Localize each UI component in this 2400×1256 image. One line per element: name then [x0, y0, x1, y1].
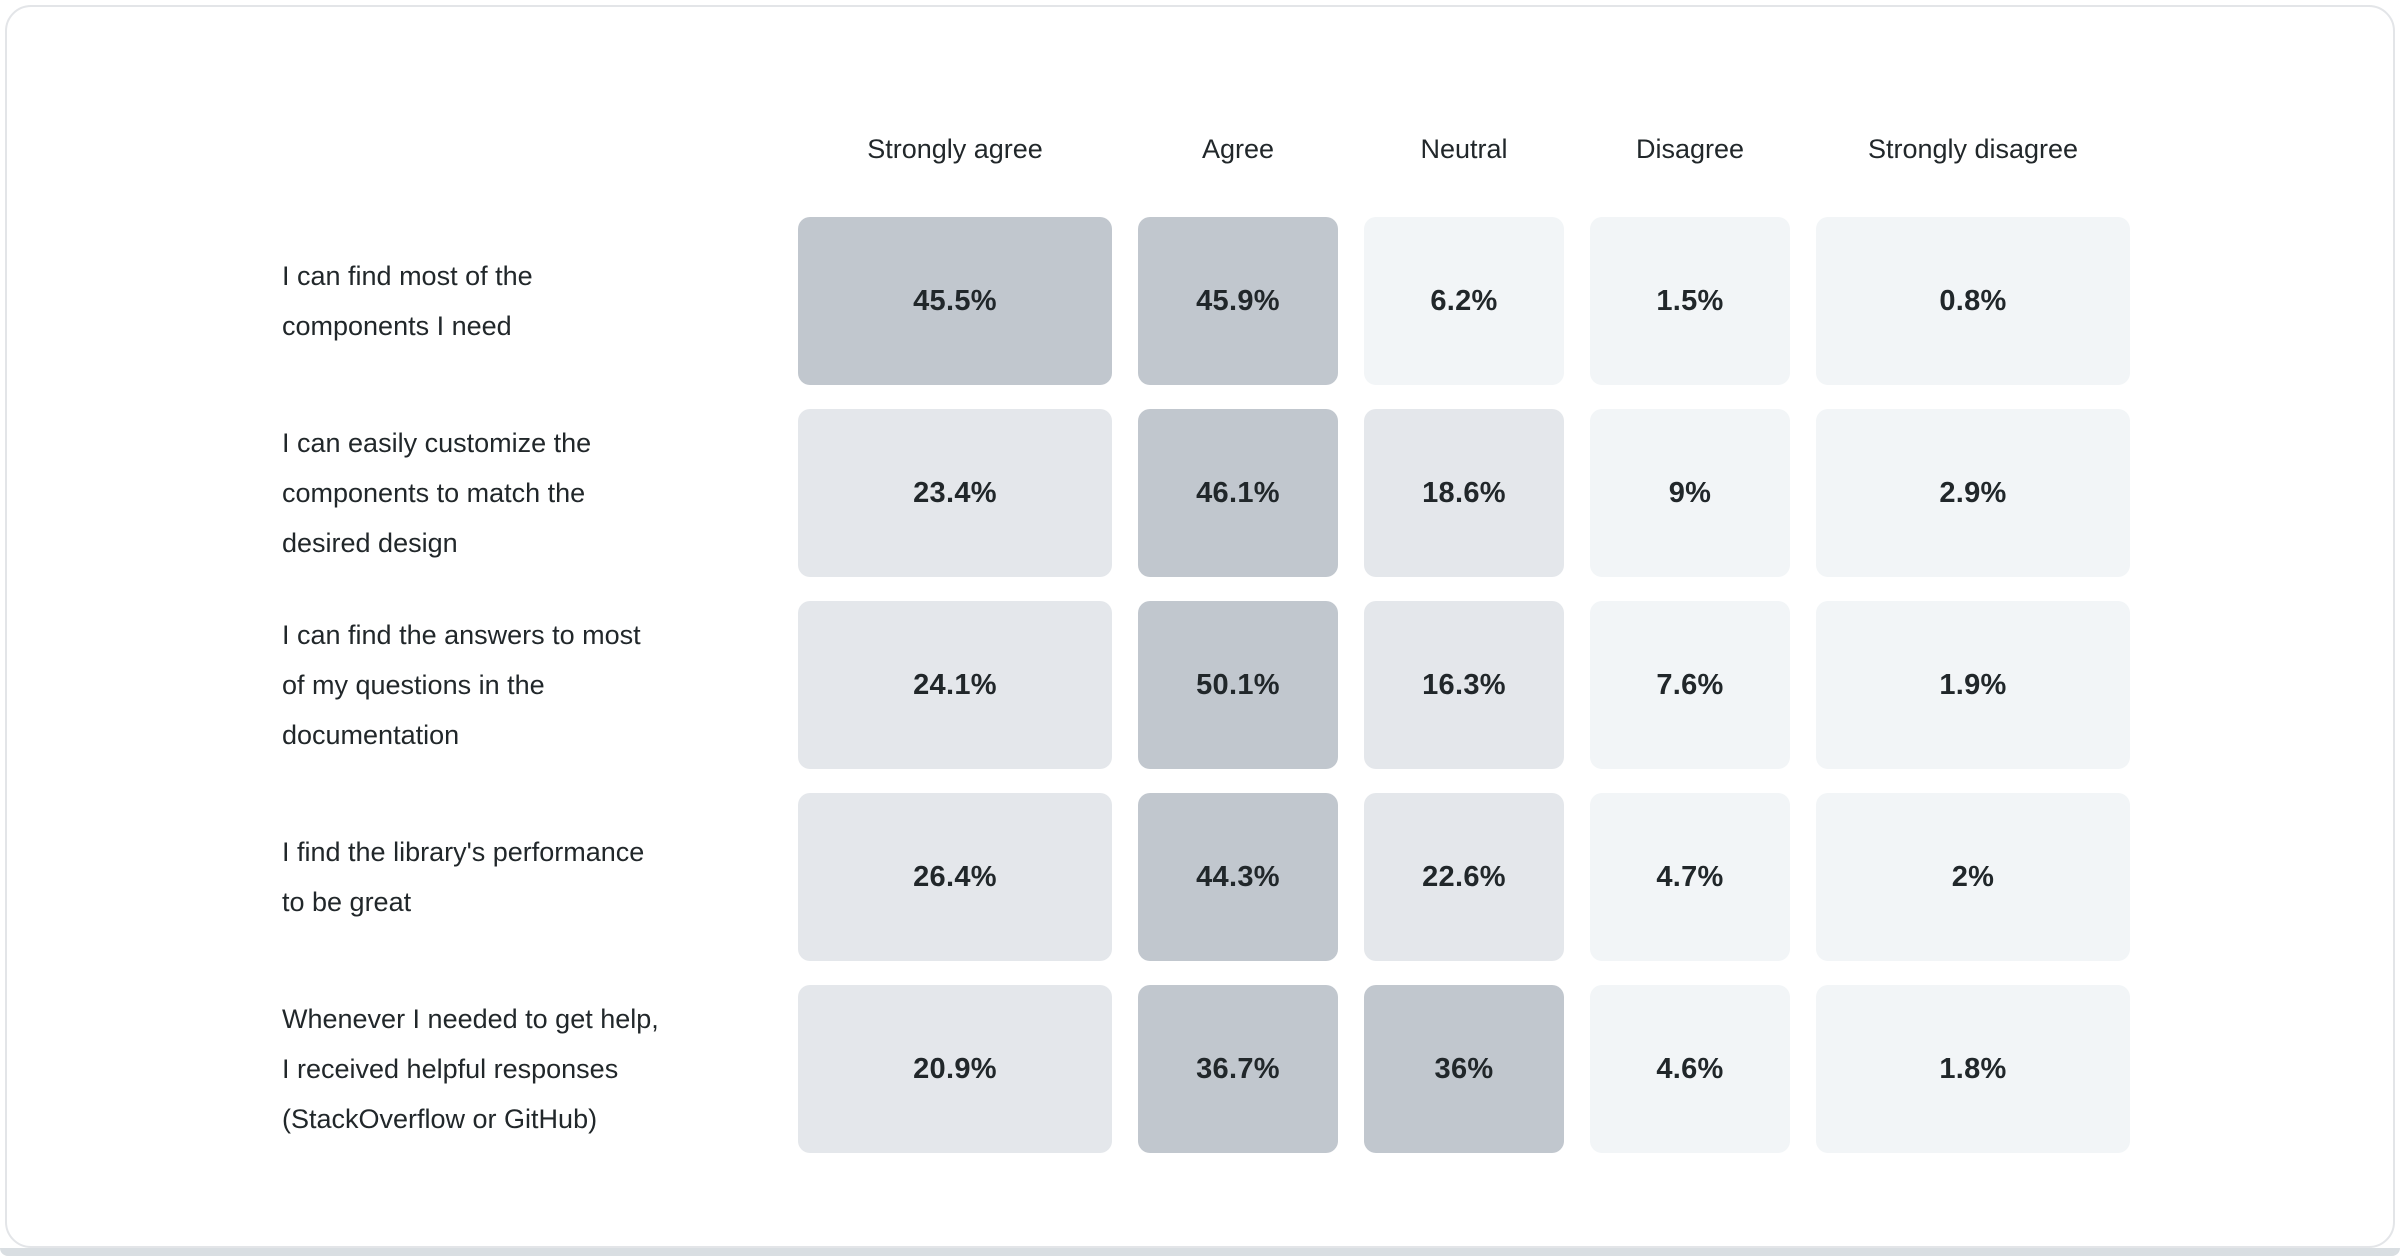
card-bottom-edge — [0, 1248, 2400, 1256]
cell-value: 45.5% — [913, 284, 997, 317]
heatmap-cell: 7.6% — [1590, 601, 1790, 769]
cell-value: 22.6% — [1422, 860, 1506, 893]
survey-heatmap-card: Strongly agree Agree Neutral Disagree St… — [5, 5, 2395, 1248]
cell-value: 1.5% — [1656, 284, 1724, 317]
heatmap-cell: 20.9% — [798, 985, 1112, 1153]
row-label-line: components I need — [282, 311, 512, 341]
cell-value: 16.3% — [1422, 668, 1506, 701]
cell-value: 2% — [1951, 860, 1995, 893]
heatmap-cell: 22.6% — [1364, 793, 1564, 961]
heatmap-cell: 0.8% — [1816, 217, 2130, 385]
heatmap-cell: 6.2% — [1364, 217, 1564, 385]
cell-value: 36% — [1434, 1052, 1494, 1085]
row-label-line: to be great — [282, 887, 412, 917]
cell-value: 4.6% — [1656, 1052, 1724, 1085]
heatmap-cell: 4.6% — [1590, 985, 1790, 1153]
heatmap-cell: 36% — [1364, 985, 1564, 1153]
heatmap-cell: 45.9% — [1138, 217, 1338, 385]
heatmap-cell: 45.5% — [798, 217, 1112, 385]
row-label-spacer — [282, 125, 772, 173]
row-label-line: of my questions in the — [282, 670, 545, 700]
cell-value: 24.1% — [913, 668, 997, 701]
row-label: I can find the answers to most of my ques… — [282, 601, 772, 769]
row-label-line: I can find the answers to most — [282, 620, 641, 650]
heatmap-cell: 24.1% — [798, 601, 1112, 769]
cell-value: 45.9% — [1196, 284, 1280, 317]
heatmap-cell: 23.4% — [798, 409, 1112, 577]
cell-value: 46.1% — [1196, 476, 1280, 509]
row-label-line: I find the library's performance — [282, 837, 645, 867]
row-label-line: Whenever I needed to get help, — [282, 1004, 659, 1034]
column-header-strongly-agree: Strongly agree — [867, 134, 1043, 164]
cell-value: 18.6% — [1422, 476, 1506, 509]
row-label-line: components to match the — [282, 478, 586, 508]
row-label: I can easily customize the components to … — [282, 409, 772, 577]
heatmap-cell: 46.1% — [1138, 409, 1338, 577]
cell-value: 2.9% — [1939, 476, 2007, 509]
heatmap-cell: 4.7% — [1590, 793, 1790, 961]
heatmap-cell: 2% — [1816, 793, 2130, 961]
heatmap-cell: 26.4% — [798, 793, 1112, 961]
cell-value: 44.3% — [1196, 860, 1280, 893]
heatmap-cell: 36.7% — [1138, 985, 1338, 1153]
row-label-line: I can find most of the — [282, 261, 533, 291]
cell-value: 4.7% — [1656, 860, 1724, 893]
heatmap-cell: 9% — [1590, 409, 1790, 577]
row-label-line: desired design — [282, 528, 458, 558]
cell-value: 50.1% — [1196, 668, 1280, 701]
cell-value: 0.8% — [1939, 284, 2007, 317]
cell-value: 1.9% — [1939, 668, 2007, 701]
cell-value: 9% — [1668, 476, 1712, 509]
row-label: Whenever I needed to get help, I received… — [282, 985, 772, 1153]
column-header-agree: Agree — [1201, 134, 1275, 164]
row-label-line: documentation — [282, 720, 460, 750]
row-label: I can find most of the components I need — [282, 217, 772, 385]
heatmap-cell: 1.5% — [1590, 217, 1790, 385]
cell-value: 36.7% — [1196, 1052, 1280, 1085]
row-label: I find the library's performance to be gr… — [282, 793, 772, 961]
row-label-line: (StackOverflow or GitHub) — [282, 1104, 598, 1134]
cell-value: 26.4% — [913, 860, 997, 893]
column-header-strongly-disagree: Strongly disagree — [1867, 134, 2079, 164]
heatmap-cell: 16.3% — [1364, 601, 1564, 769]
heatmap-cell: 18.6% — [1364, 409, 1564, 577]
heatmap-cell: 1.8% — [1816, 985, 2130, 1153]
heatmap-cell: 50.1% — [1138, 601, 1338, 769]
row-label-line: I can easily customize the — [282, 428, 592, 458]
row-label-line: I received helpful responses — [282, 1054, 619, 1084]
cell-value: 7.6% — [1656, 668, 1724, 701]
cell-value: 6.2% — [1430, 284, 1498, 317]
heatmap-cell: 1.9% — [1816, 601, 2130, 769]
column-header-disagree: Disagree — [1635, 134, 1745, 164]
column-headers: Strongly agree Agree Neutral Disagree St… — [282, 125, 2130, 173]
column-header-neutral: Neutral — [1420, 134, 1508, 164]
cell-value: 1.8% — [1939, 1052, 2007, 1085]
cell-value: 20.9% — [913, 1052, 997, 1085]
heatmap-grid: I can find most of the components I need 4… — [282, 217, 2130, 1153]
cell-value: 23.4% — [913, 476, 997, 509]
heatmap-cell: 44.3% — [1138, 793, 1338, 961]
heatmap-cell: 2.9% — [1816, 409, 2130, 577]
